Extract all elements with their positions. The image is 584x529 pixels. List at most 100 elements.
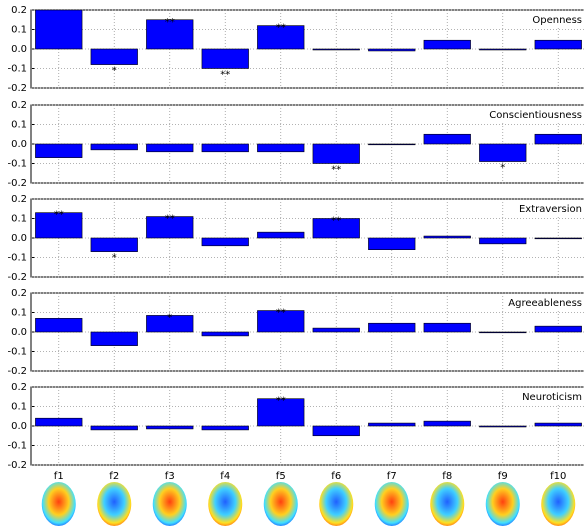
y-tick-label: 0.0 — [11, 44, 27, 55]
bar — [368, 423, 415, 426]
significance-label: ** — [165, 17, 175, 28]
bar — [424, 40, 471, 49]
y-tick-label: 0.2 — [11, 194, 27, 205]
panel-title: Conscientiousness — [489, 110, 582, 121]
bar — [479, 144, 526, 162]
bar — [91, 144, 138, 150]
bar — [424, 134, 471, 144]
x-tick-label: f8 — [442, 471, 452, 482]
significance-label: ** — [276, 396, 286, 407]
bar — [91, 332, 138, 346]
x-tick-label: f3 — [165, 471, 175, 482]
bar — [313, 144, 360, 164]
bar — [535, 238, 582, 239]
bar — [368, 144, 415, 145]
bar — [368, 49, 415, 51]
x-tick-label: f5 — [276, 471, 286, 482]
y-tick-label: 0.2 — [11, 100, 27, 111]
y-tick-label: -0.2 — [7, 460, 27, 471]
y-tick-label: -0.1 — [7, 64, 27, 75]
significance-label: * — [112, 253, 117, 264]
face-image — [264, 482, 298, 526]
y-tick-label: -0.1 — [7, 347, 27, 358]
y-tick-label: -0.1 — [7, 253, 27, 264]
x-tick-label: f7 — [387, 471, 397, 482]
y-tick-label: 0.1 — [11, 25, 27, 36]
chart: -0.2-0.10.00.10.2*******Openness-0.2-0.1… — [0, 0, 584, 529]
bar — [424, 236, 471, 238]
significance-label: ** — [276, 23, 286, 34]
y-tick-label: 0.1 — [11, 308, 27, 319]
bar — [91, 426, 138, 430]
y-tick-label: 0.1 — [11, 402, 27, 413]
bar — [146, 426, 193, 429]
y-tick-label: 0.0 — [11, 139, 27, 150]
face-image — [153, 482, 187, 526]
y-tick-label: -0.2 — [7, 272, 27, 283]
significance-label: ** — [165, 214, 175, 225]
face-image — [375, 482, 409, 526]
panel-title: Openness — [532, 15, 582, 26]
bar — [35, 10, 82, 49]
bar — [368, 323, 415, 332]
y-tick-label: 0.2 — [11, 382, 27, 393]
significance-label: ** — [331, 216, 341, 227]
significance-label: * — [112, 66, 117, 77]
panel-title: Neuroticism — [522, 392, 582, 403]
bar — [368, 238, 415, 250]
bar — [146, 144, 193, 152]
x-tick-label: f10 — [550, 471, 566, 482]
y-tick-label: -0.2 — [7, 178, 27, 189]
bar — [535, 134, 582, 144]
panel-title: Extraversion — [519, 204, 582, 215]
significance-label: ** — [276, 308, 286, 319]
y-tick-label: -0.1 — [7, 159, 27, 170]
bar — [535, 423, 582, 426]
bar — [313, 328, 360, 332]
bar — [202, 332, 249, 336]
bar — [313, 49, 360, 50]
bar — [479, 49, 526, 50]
bar — [35, 318, 82, 332]
y-tick-label: -0.2 — [7, 366, 27, 377]
bar — [257, 232, 304, 238]
bar — [202, 426, 249, 430]
significance-label: ** — [220, 70, 230, 81]
panel-title: Agreeableness — [508, 298, 582, 309]
x-tick-label: f1 — [54, 471, 64, 482]
bar — [535, 40, 582, 49]
face-image — [486, 482, 520, 526]
bar — [35, 144, 82, 158]
face-image — [319, 482, 353, 526]
bar — [535, 326, 582, 332]
bar — [313, 426, 360, 436]
y-tick-label: 0.0 — [11, 233, 27, 244]
page: -0.2-0.10.00.10.2*******Openness-0.2-0.1… — [0, 0, 584, 529]
y-tick-label: -0.2 — [7, 83, 27, 94]
x-tick-label: f9 — [498, 471, 508, 482]
bar — [479, 238, 526, 244]
significance-label: ** — [54, 210, 64, 221]
face-image — [541, 482, 575, 526]
y-tick-label: -0.1 — [7, 441, 27, 452]
face-image — [97, 482, 131, 526]
y-tick-label: 0.2 — [11, 5, 27, 16]
face-image — [430, 482, 464, 526]
y-tick-label: 0.2 — [11, 288, 27, 299]
bar — [479, 426, 526, 427]
bar — [257, 144, 304, 152]
x-tick-label: f2 — [109, 471, 119, 482]
bar — [424, 323, 471, 332]
bar — [35, 418, 82, 426]
bar — [479, 332, 526, 333]
bar — [202, 238, 249, 246]
face-image — [208, 482, 242, 526]
y-tick-label: 0.1 — [11, 214, 27, 225]
y-tick-label: 0.1 — [11, 120, 27, 131]
bar — [91, 49, 138, 65]
x-tick-label: f4 — [220, 471, 230, 482]
bar — [91, 238, 138, 252]
y-tick-label: 0.0 — [11, 421, 27, 432]
bar — [202, 49, 249, 69]
bar — [424, 421, 471, 426]
